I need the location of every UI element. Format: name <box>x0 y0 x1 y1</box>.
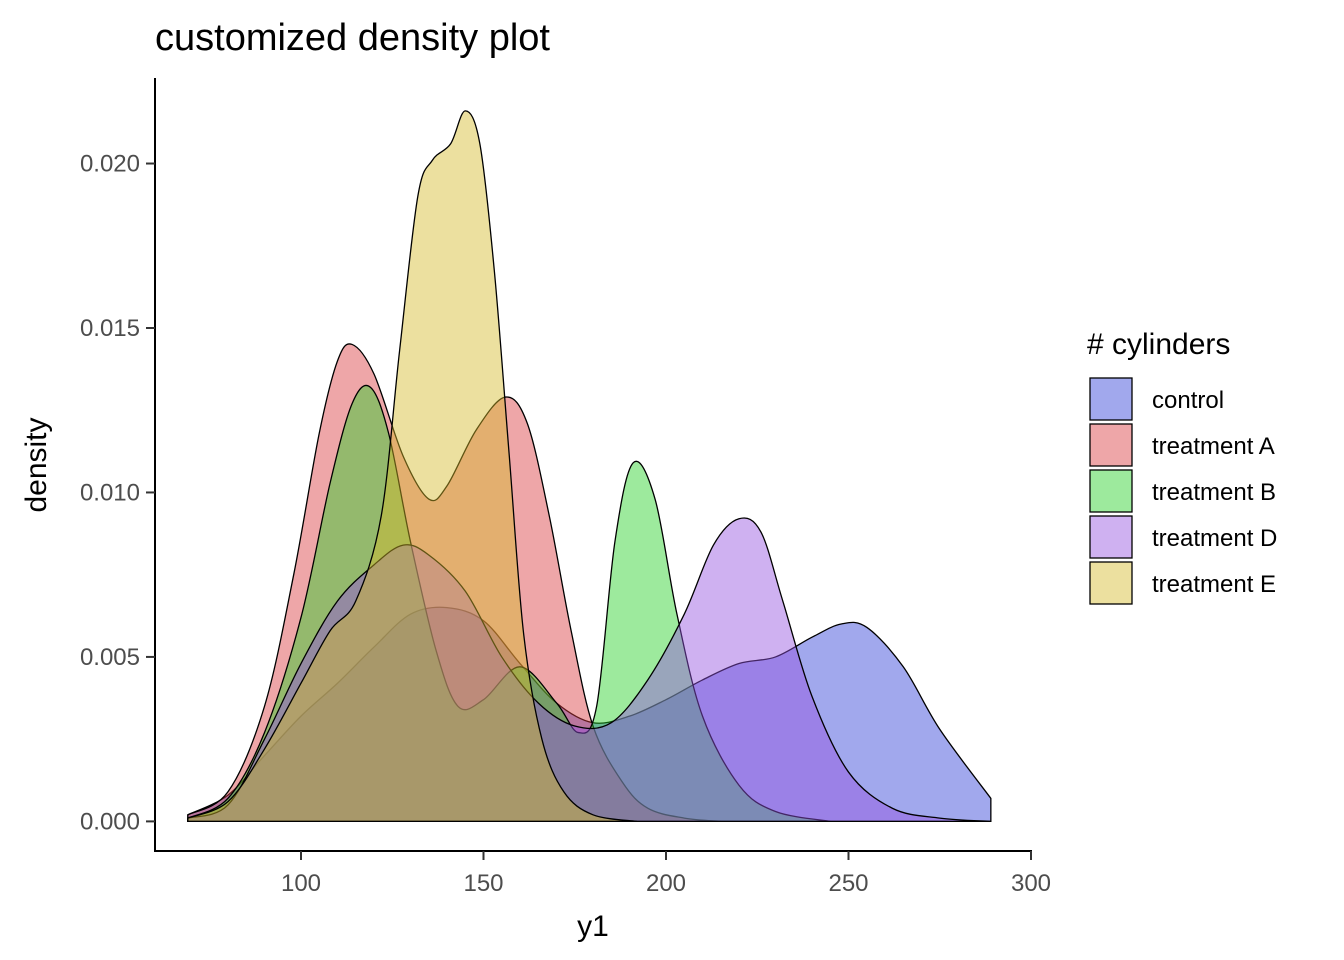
legend-label: treatment A <box>1152 433 1275 460</box>
density-area-treatment-d <box>187 517 991 823</box>
y-tick-label: 0.000 <box>80 808 140 835</box>
legend-title: # cylinders <box>1087 328 1230 361</box>
x-axis-title: y1 <box>577 910 609 943</box>
y-axis-title: density <box>20 417 53 512</box>
chart-title: customized density plot <box>155 17 550 59</box>
y-axis-ticks: 0.000 0.005 0.010 0.015 0.020 <box>80 151 155 835</box>
y-tick-label: 0.010 <box>80 479 140 506</box>
x-axis-ticks: 100 150 200 250 300 <box>281 851 1051 897</box>
legend-label: control <box>1152 387 1224 414</box>
x-tick-label: 100 <box>281 870 321 897</box>
legend-label: treatment D <box>1152 525 1277 552</box>
legend-label: treatment E <box>1152 571 1276 598</box>
legend: # cylinders control treatment A treatment … <box>1087 328 1277 605</box>
legend-items: control treatment A treatment B treatment D… <box>1089 377 1277 605</box>
density-area-treatment-a <box>187 343 721 823</box>
legend-key-treatment-e <box>1089 561 1133 605</box>
legend-key-treatment-d <box>1089 515 1133 559</box>
density-area-treatment-b <box>187 384 831 823</box>
x-tick-label: 250 <box>828 870 868 897</box>
legend-key-treatment-b <box>1089 469 1133 513</box>
density-area-treatment-e <box>187 110 637 823</box>
y-tick-label: 0.015 <box>80 315 140 342</box>
density-area-control <box>187 606 992 823</box>
x-tick-label: 150 <box>463 870 503 897</box>
x-tick-label: 300 <box>1011 870 1051 897</box>
x-tick-label: 200 <box>646 870 686 897</box>
density-areas <box>187 110 992 823</box>
legend-key-control <box>1089 377 1133 421</box>
y-tick-label: 0.005 <box>80 644 140 671</box>
legend-key-treatment-a <box>1089 423 1133 467</box>
legend-label: treatment B <box>1152 479 1276 506</box>
y-tick-label: 0.020 <box>80 151 140 178</box>
